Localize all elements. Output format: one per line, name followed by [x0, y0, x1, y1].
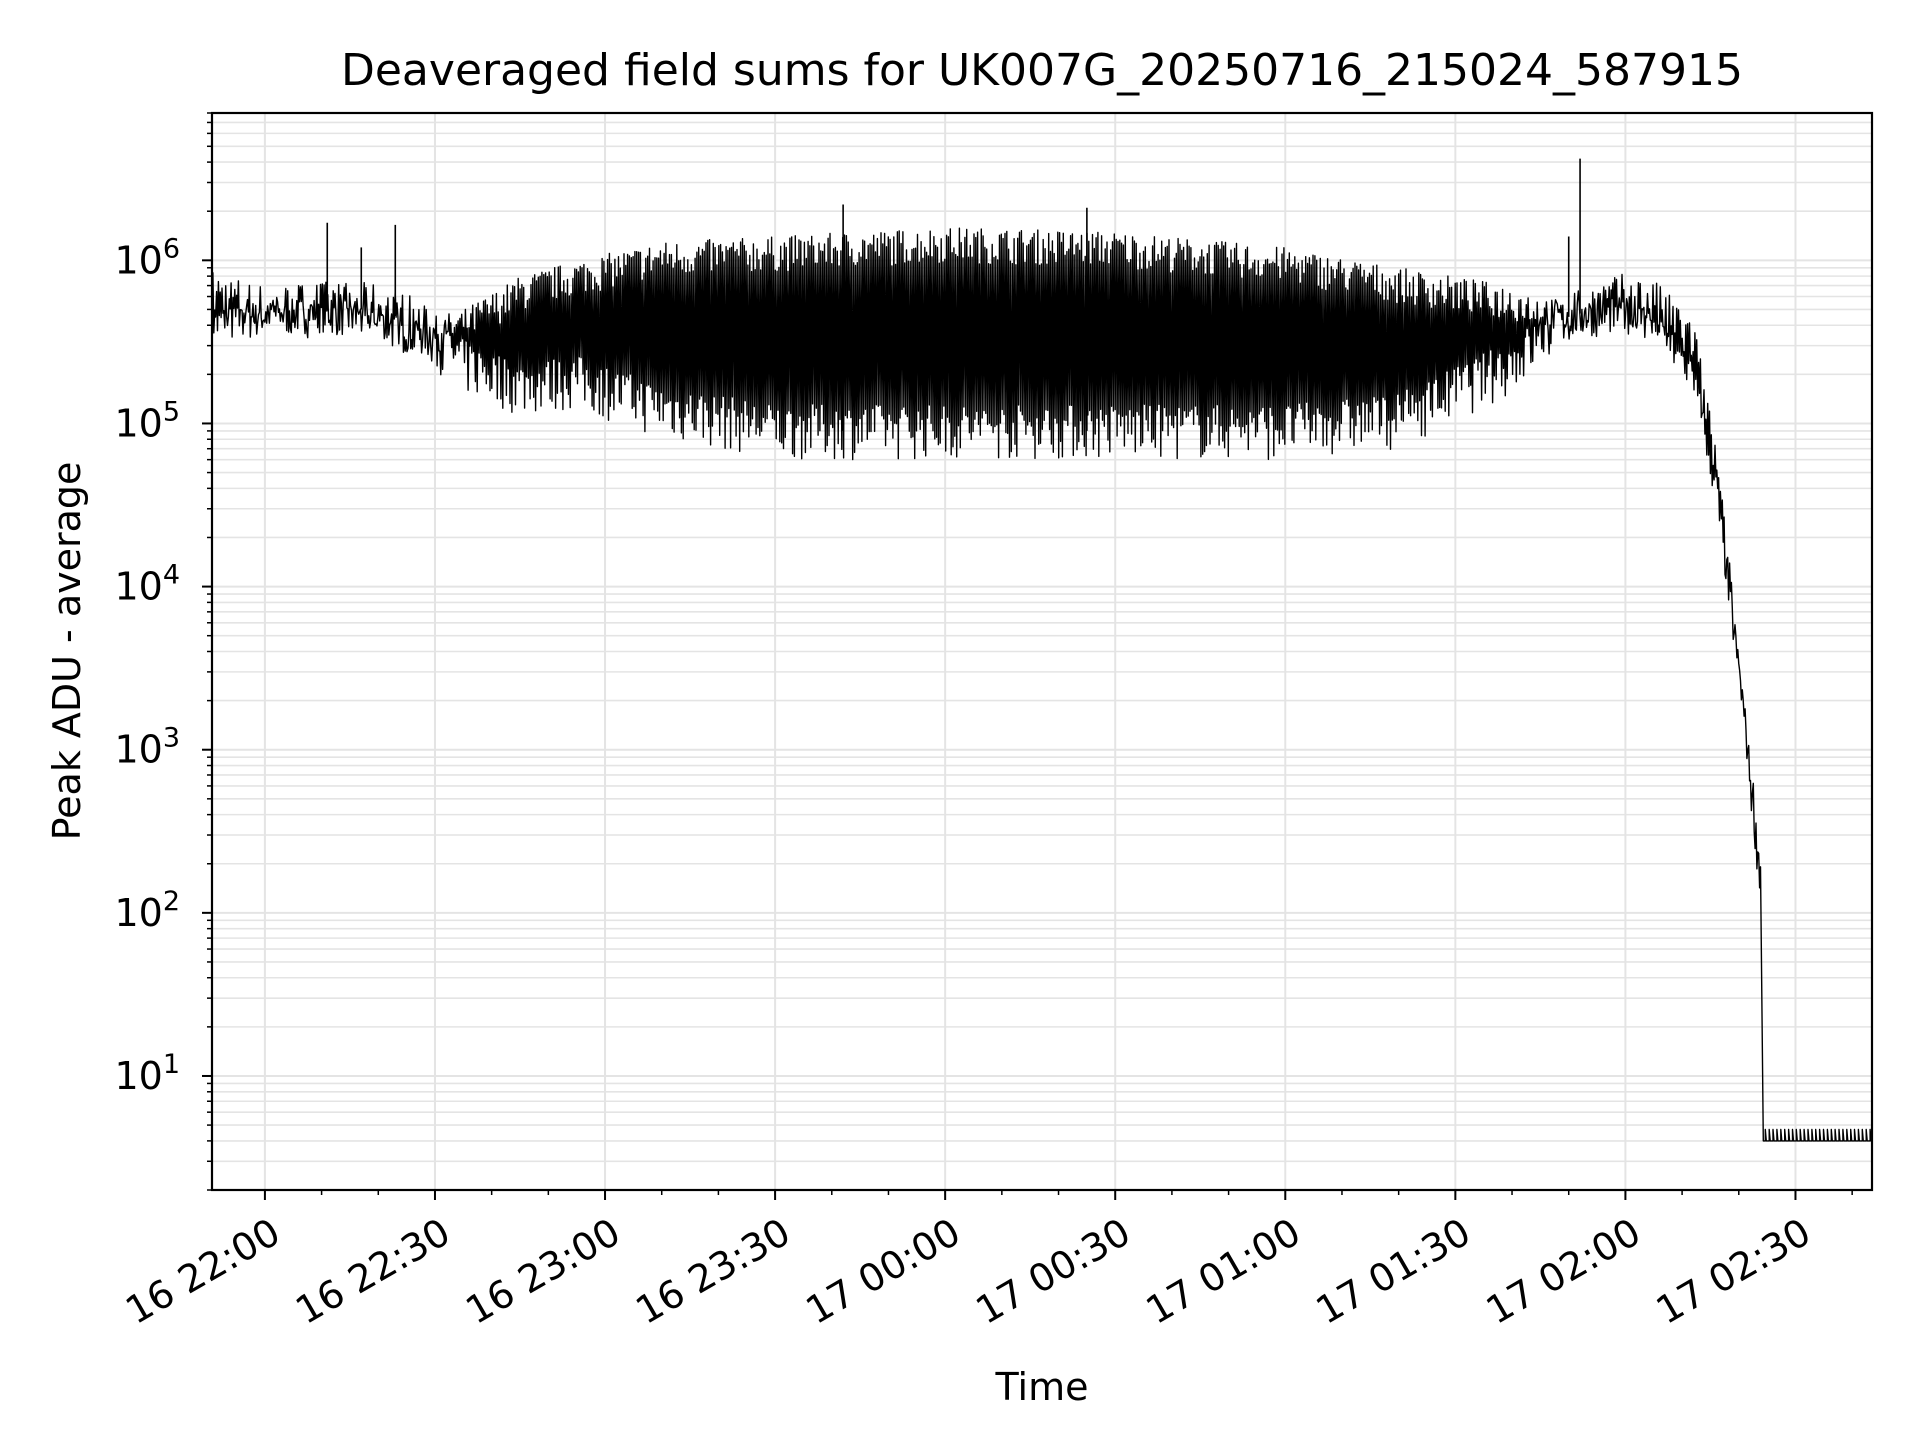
y-ticks: 101 102 103 104 105 106: [114, 112, 212, 1191]
y-tick-label: 103: [114, 723, 180, 772]
y-tick-label: 104: [114, 560, 180, 609]
x-tick-label: 16 23:30: [628, 1210, 797, 1333]
series-layer: [211, 158, 1872, 1142]
y-tick-label: 101: [114, 1049, 180, 1098]
x-tick-label: 17 00:00: [798, 1210, 967, 1333]
x-ticks: 16 22:00 16 22:30 16 23:00 16 23:30 17 00:00…: [118, 1190, 1853, 1333]
y-tick-label: 105: [114, 396, 180, 445]
y-axis-label: Peak ADU - average: [45, 462, 89, 841]
x-tick-label: 17 00:30: [969, 1210, 1138, 1333]
series-line: [211, 227, 1872, 1142]
x-tick-label: 16 22:00: [118, 1210, 287, 1333]
x-tick-label: 17 01:30: [1309, 1210, 1478, 1333]
x-tick-label: 17 02:00: [1479, 1210, 1648, 1333]
chart-title: Deaveraged field sums for UK007G_2025071…: [341, 45, 1743, 96]
y-tick-label: 102: [114, 886, 180, 935]
x-tick-label: 17 02:30: [1649, 1210, 1818, 1333]
x-tick-label: 16 23:00: [458, 1210, 627, 1333]
x-axis-label: Time: [995, 1365, 1089, 1409]
y-tick-label: 106: [114, 233, 180, 282]
x-tick-label: 17 01:00: [1139, 1210, 1308, 1333]
x-tick-label: 16 22:30: [288, 1210, 457, 1333]
